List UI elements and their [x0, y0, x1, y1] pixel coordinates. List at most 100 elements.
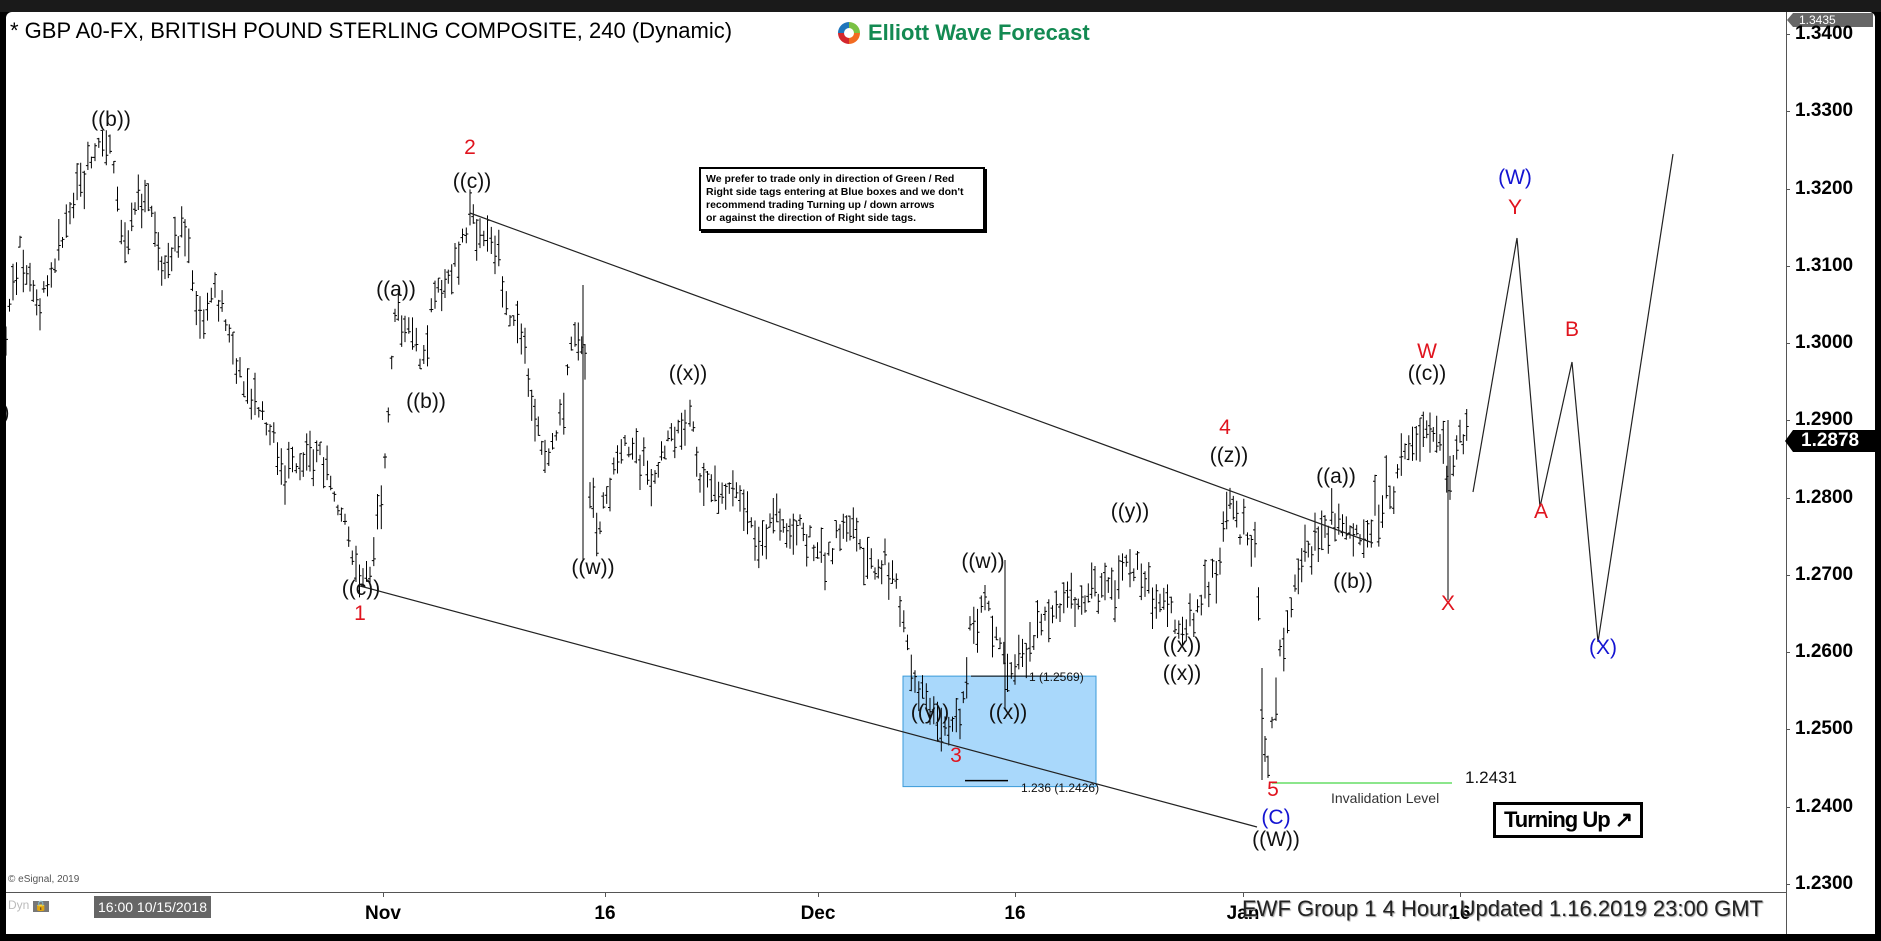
y-tick-label: 1.3300 [1795, 100, 1854, 122]
y-tick [1786, 652, 1790, 654]
fib-1-label: 1 (1.2569) [1029, 670, 1084, 684]
time-axis[interactable]: Dyn 🔒 16:00 10/15/2018 Nov 16 Dec 16 Jan 16 [6, 892, 1786, 934]
wave-label: (X) [1589, 636, 1617, 659]
wave-label: ((b)) [1333, 570, 1373, 593]
y-tick [1786, 265, 1790, 267]
wave-label: ((x)) [668, 362, 708, 385]
price-top-marker: 1.3435 [1787, 13, 1873, 27]
x-tick [1243, 892, 1244, 897]
y-tick [1786, 420, 1790, 422]
y-tick [1786, 729, 1790, 731]
x-tick-label: 16 [594, 903, 616, 924]
turning-up-text: Turning Up [1504, 807, 1611, 832]
ohlc-bars [6, 129, 1469, 778]
window-top-bar [0, 0, 1881, 12]
note-line: or against the direction of Right side t… [706, 212, 917, 224]
wave-label: ) [6, 401, 10, 425]
cursor-date-badge: 16:00 10/15/2018 [94, 896, 211, 918]
wave-label: X [1440, 592, 1456, 615]
wave-label: ((c)) [452, 170, 492, 193]
wave-label: 4 [1219, 416, 1231, 439]
update-footer: EWF Group 1 4 Hour, Updated 1.16.2019 23… [1242, 896, 1763, 921]
x-tick-label: Jan [1226, 903, 1260, 924]
x-tick [1015, 892, 1016, 897]
x-tick-label: Dec [800, 903, 836, 924]
x-tick [605, 892, 606, 897]
x-tick-label: 16 [1004, 903, 1026, 924]
wave-label: 5 [1267, 778, 1279, 801]
y-tick [1786, 111, 1790, 113]
y-tick-label: 1.2900 [1795, 409, 1854, 431]
x-tick [383, 892, 384, 897]
price-axis[interactable]: 1.3435 1.3400 1.3300 1.3200 1.3100 1.3000 1.2… [1785, 12, 1875, 934]
wave-label: ((y)) [910, 701, 950, 724]
wave-label: (W) [1498, 166, 1532, 189]
y-tick [1786, 343, 1790, 345]
y-tick [1786, 497, 1790, 499]
y-tick-label: 1.3400 [1795, 23, 1854, 44]
note-line: Right side tags entering at Blue boxes a… [706, 186, 964, 198]
dyn-toggle[interactable]: Dyn 🔒 [8, 898, 50, 912]
y-tick-label: 1.2400 [1795, 795, 1854, 817]
channel-line-upper [469, 212, 1374, 544]
current-price-marker: 1.2878 [1785, 430, 1875, 452]
y-tick-label: 1.2600 [1795, 641, 1854, 663]
wave-label: ((b)) [91, 108, 131, 131]
y-tick-label: 1.2300 [1795, 872, 1854, 894]
x-tick-label: Nov [365, 903, 401, 924]
y-tick-label: 1.3200 [1795, 177, 1854, 199]
y-tick-label: 1.2800 [1795, 486, 1854, 508]
turning-up-badge: Turning Up ↗ [1493, 802, 1644, 838]
copyright: © eSignal, 2019 [8, 874, 80, 885]
wave-label: ((x)) [1162, 634, 1202, 657]
y-tick [1786, 34, 1790, 35]
y-tick [1786, 883, 1790, 885]
wave-label: 3 [950, 744, 962, 767]
price-chart-canvas[interactable] [6, 12, 1786, 892]
brand-logo: Elliott Wave Forecast [836, 20, 1090, 46]
arrow-up-right-icon: ↗ [1614, 807, 1633, 832]
wave-label: ((c)) [341, 577, 381, 600]
x-tick [818, 892, 819, 897]
wave-label: ((c)) [1407, 362, 1447, 385]
wave-label: (C) [1261, 806, 1291, 829]
lock-icon: 🔒 [32, 901, 50, 912]
wave-label: ((b)) [406, 390, 446, 413]
y-tick-label: 1.3100 [1795, 254, 1854, 276]
channel-line-lower [359, 585, 1258, 828]
wave-label: ((w)) [571, 556, 615, 579]
y-tick-label: 1.3000 [1795, 332, 1854, 354]
dyn-label: Dyn [8, 898, 30, 912]
wave-label: A [1533, 500, 1549, 523]
wave-label: Y [1507, 196, 1523, 219]
note-line: recommend trading Turning up / down arro… [706, 199, 935, 211]
y-tick-label: 1.2700 [1795, 563, 1854, 585]
chart-frame: * GBP A0-FX, BRITISH POUND STERLING COMP… [6, 12, 1875, 934]
ewf-logo-icon [838, 22, 860, 44]
fib-1236-label: 1.236 (1.2426) [1021, 781, 1100, 795]
y-tick [1786, 574, 1790, 576]
x-tick [1460, 892, 1461, 897]
y-tick [1786, 806, 1790, 808]
y-tick-label: 1.2500 [1795, 718, 1854, 740]
wave-label: W [1417, 340, 1437, 363]
wave-label: ((z)) [1209, 444, 1249, 467]
wave-label: ((a)) [376, 278, 416, 301]
trading-note-box: We prefer to trade only in direction of … [699, 167, 985, 231]
wave-label: ((x)) [988, 701, 1028, 724]
invalidation-label: Invalidation Level [1331, 790, 1440, 806]
wave-label: ((y)) [1110, 500, 1150, 523]
invalidation-value: 1.2431 [1465, 768, 1517, 787]
wave-label: ((w)) [961, 550, 1005, 573]
wave-label: ((x)) [1162, 662, 1202, 685]
wave-label: 2 [464, 136, 476, 159]
note-line: We prefer to trade only in direction of … [706, 173, 955, 185]
wave-label: ((W)) [1252, 828, 1300, 851]
wave-label: 1 [354, 602, 366, 625]
wave-label: ((a)) [1316, 465, 1356, 488]
brand-name: Elliott Wave Forecast [868, 20, 1090, 45]
chart-title: * GBP A0-FX, BRITISH POUND STERLING COMP… [10, 18, 733, 43]
y-tick [1786, 188, 1790, 190]
blue-box-zone [902, 675, 1097, 788]
projection-path [1472, 153, 1674, 643]
